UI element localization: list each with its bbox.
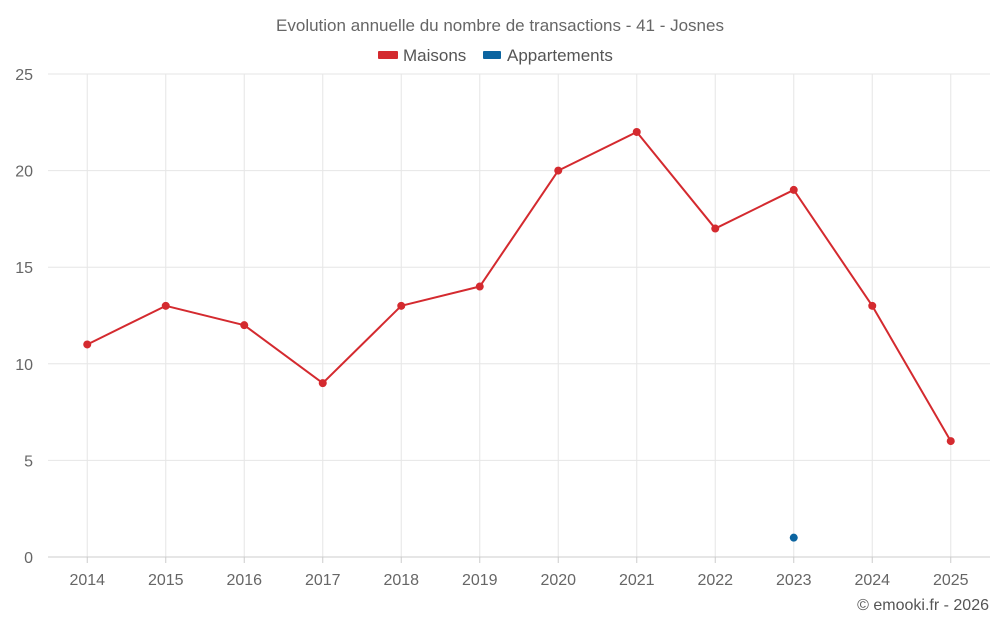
data-point-appartements-2023[interactable] — [789, 533, 798, 542]
legend-label-appartements[interactable]: Appartements — [507, 46, 613, 65]
y-tick-label: 5 — [24, 453, 33, 470]
x-tick-label: 2021 — [619, 572, 655, 589]
x-axis-ticks: 2014 2015 2016 2017 2018 2019 2020 2021 2022 2023… — [69, 572, 968, 589]
data-point-maisons-2017[interactable] — [318, 379, 327, 388]
legend: Maisons Appartements — [378, 46, 613, 65]
legend-swatch-appartements[interactable] — [483, 51, 501, 59]
series-line-maisons — [86, 130, 952, 442]
x-tick-label: 2019 — [462, 572, 498, 589]
y-axis-ticks: 0 5 10 15 20 25 — [15, 67, 33, 567]
data-point-maisons-2020[interactable] — [554, 166, 563, 175]
axes — [48, 556, 990, 563]
data-point-maisons-2018[interactable] — [397, 301, 406, 310]
y-tick-label: 15 — [15, 260, 33, 277]
x-tick-label: 2024 — [854, 572, 890, 589]
x-tick-label: 2014 — [69, 572, 105, 589]
x-tick-label: 2017 — [305, 572, 341, 589]
data-point-maisons-2023[interactable] — [789, 185, 798, 194]
data-point-maisons-2014[interactable] — [83, 340, 92, 349]
x-tick-label: 2015 — [148, 572, 184, 589]
data-point-maisons-2022[interactable] — [711, 224, 720, 233]
data-point-maisons-2024[interactable] — [868, 301, 877, 310]
legend-swatch-maisons[interactable] — [378, 51, 398, 59]
credit-text: © emooki.fr - 2026 — [857, 597, 989, 614]
x-tick-label: 2018 — [383, 572, 419, 589]
series — [83, 127, 955, 542]
x-tick-label: 2025 — [933, 572, 969, 589]
chart-title: Evolution annuelle du nombre de transact… — [276, 16, 724, 35]
y-tick-label: 0 — [24, 550, 33, 567]
data-point-maisons-2016[interactable] — [240, 321, 249, 330]
data-point-maisons-2019[interactable] — [475, 282, 484, 291]
data-point-maisons-2015[interactable] — [161, 301, 170, 310]
x-tick-label: 2022 — [697, 572, 733, 589]
data-point-maisons-2025[interactable] — [946, 437, 955, 446]
y-tick-label: 20 — [15, 164, 33, 181]
x-tick-label: 2016 — [226, 572, 262, 589]
x-tick-label: 2020 — [540, 572, 576, 589]
y-tick-label: 25 — [15, 67, 33, 84]
legend-label-maisons[interactable]: Maisons — [403, 46, 466, 65]
data-point-maisons-2021[interactable] — [632, 127, 641, 136]
x-tick-label: 2023 — [776, 572, 812, 589]
y-tick-label: 10 — [15, 357, 33, 374]
grid — [48, 73, 990, 557]
